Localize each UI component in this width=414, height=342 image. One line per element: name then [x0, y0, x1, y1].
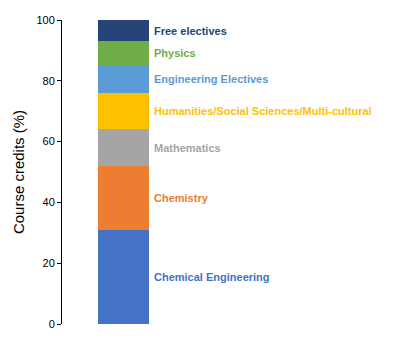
svg-text:80: 80 — [43, 75, 55, 87]
svg-text:Humanities/Social Sciences/Mul: Humanities/Social Sciences/Multi-cultura… — [154, 105, 372, 117]
svg-text:Chemical Engineering: Chemical Engineering — [154, 271, 270, 283]
svg-text:20: 20 — [43, 257, 55, 269]
svg-text:Free electives: Free electives — [154, 25, 227, 37]
svg-text:Engineering Electives: Engineering Electives — [154, 73, 268, 85]
svg-text:60: 60 — [43, 135, 55, 147]
svg-text:0: 0 — [49, 318, 55, 330]
svg-text:Chemistry: Chemistry — [154, 192, 209, 204]
svg-text:40: 40 — [43, 196, 55, 208]
svg-text:Mathematics: Mathematics — [154, 142, 221, 154]
svg-text:Course credits (%): Course credits (%) — [10, 110, 27, 234]
svg-text:Physics: Physics — [154, 47, 196, 59]
svg-text:100: 100 — [36, 14, 54, 26]
